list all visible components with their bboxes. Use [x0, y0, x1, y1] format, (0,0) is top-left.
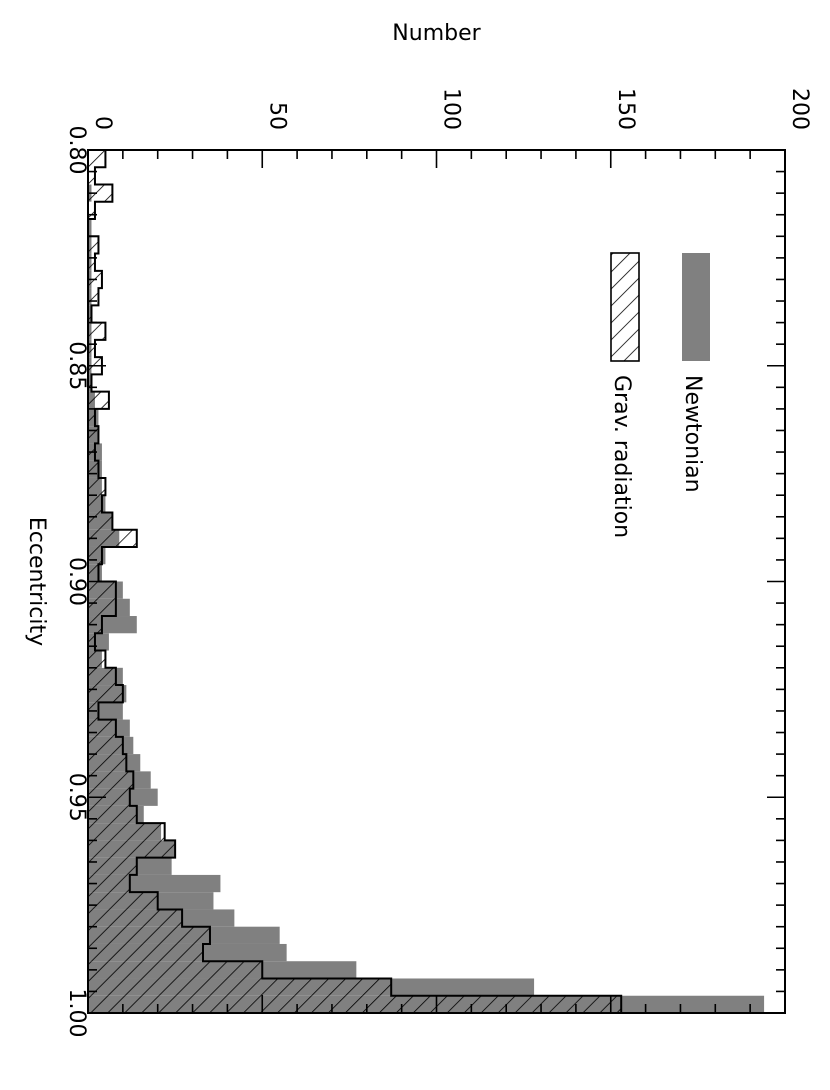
x-tick-label: 0.85 — [64, 341, 89, 390]
y-tick-label: 200 — [787, 88, 812, 130]
bar-grav-radiation — [88, 305, 92, 323]
bar-grav-radiation — [88, 909, 183, 927]
bar-grav-radiation — [88, 840, 176, 858]
bar-grav-radiation — [88, 150, 106, 168]
x-axis-title: Eccentricity — [24, 517, 49, 646]
y-tick-label: 100 — [439, 88, 464, 130]
bar-grav-radiation — [88, 426, 99, 444]
bar-grav-radiation — [88, 391, 109, 409]
y-axis-title: Number — [392, 21, 481, 46]
bar-grav-radiation — [88, 736, 123, 755]
legend-label-newtonian: Newtonian — [680, 375, 705, 493]
x-tick-label: 0.90 — [64, 557, 89, 606]
bar-grav-radiation — [88, 978, 392, 996]
bar-grav-radiation — [88, 339, 95, 358]
bar-grav-radiation — [88, 564, 99, 582]
bar-grav-radiation — [88, 512, 113, 530]
bar-grav-radiation — [88, 719, 116, 737]
bar-grav-radiation — [88, 546, 102, 565]
bar-grav-radiation — [88, 184, 113, 202]
bar-grav-radiation — [88, 823, 165, 841]
bar-grav-radiation — [88, 408, 95, 427]
bar-grav-radiation — [88, 961, 263, 979]
axis-ticks — [87, 149, 786, 1014]
bar-grav-radiation — [88, 926, 210, 944]
bar-grav-radiation — [88, 598, 116, 617]
bar-grav-radiation — [88, 529, 137, 547]
bar-grav-radiation — [88, 460, 99, 478]
bar-grav-radiation — [88, 857, 137, 875]
bar-grav-radiation — [88, 667, 116, 686]
bar-grav-radiation — [88, 771, 134, 789]
bar-grav-radiation — [88, 495, 102, 513]
bar-grav-radiation — [88, 167, 95, 185]
legend: Newtonian Grav. radiation — [609, 252, 710, 538]
bar-grav-radiation — [88, 650, 106, 668]
x-tick-label: 0.80 — [64, 126, 89, 175]
bar-grav-radiation — [88, 288, 99, 306]
bar-grav-radiation — [88, 805, 137, 824]
x-tick-label: 0.95 — [64, 773, 89, 822]
bar-newtonian — [88, 219, 92, 237]
bar-grav-radiation — [88, 477, 106, 496]
bar-grav-radiation — [88, 892, 158, 910]
bar-grav-radiation — [88, 201, 95, 220]
legend-swatch-newtonian — [682, 253, 710, 361]
legend-swatch-grav-hatch — [610, 252, 640, 362]
bar-grav-radiation — [88, 788, 130, 806]
bar-grav-radiation — [88, 874, 130, 893]
plot-area — [87, 149, 765, 1014]
bar-grav-radiation — [88, 995, 622, 1013]
bar-grav-radiation — [88, 581, 116, 599]
y-tick-label: 150 — [613, 88, 638, 130]
axis-tick-labels: 0.80 0.85 0.90 0.95 1.00 0 50 100 150 200 — [64, 88, 812, 1037]
y-tick-label: 0 — [90, 116, 115, 130]
bar-grav-radiation — [88, 754, 127, 772]
bar-grav-radiation — [88, 685, 123, 703]
bar-grav-radiation — [88, 633, 95, 651]
bar-grav-radiation — [88, 253, 95, 271]
bar-grav-radiation — [88, 236, 99, 254]
bar-grav-radiation — [88, 943, 204, 962]
bar-grav-radiation — [88, 374, 92, 392]
legend-label-grav-radiation: Grav. radiation — [609, 375, 634, 538]
y-tick-label: 50 — [264, 102, 289, 130]
x-tick-label: 1.00 — [64, 989, 89, 1038]
bar-grav-radiation — [88, 322, 106, 340]
